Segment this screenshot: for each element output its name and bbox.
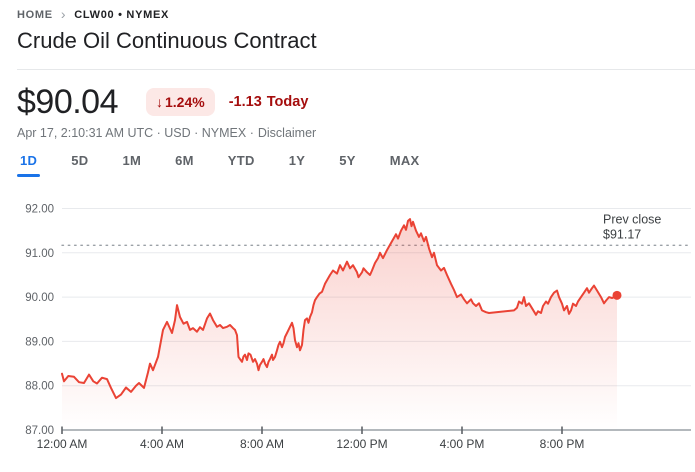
change-percent-badge: ↓ 1.24%: [146, 88, 215, 116]
x-axis-label: 8:00 PM: [540, 437, 585, 451]
x-axis-label: 12:00 AM: [37, 437, 88, 451]
price-line: [61, 218, 618, 400]
price-chart[interactable]: 92.00 91.00 90.00 89.00 88.00 87.00 12:00 AM 4:…: [0, 188, 695, 472]
quote-meta: Apr 17, 2:10:31 AM UTC · USD · NYMEX · D…: [17, 126, 316, 140]
disclaimer-link[interactable]: Disclaimer: [257, 126, 317, 140]
tab-5y[interactable]: 5Y: [336, 150, 359, 177]
x-axis-label: 4:00 AM: [140, 437, 184, 451]
y-axis-label: 91.00: [25, 248, 54, 260]
quote-summary: $90.04 ↓ 1.24% -1.13 Today: [17, 80, 308, 124]
y-axis-label: 87.00: [25, 425, 54, 437]
tab-max[interactable]: MAX: [387, 150, 423, 177]
change-percent: 1.24%: [165, 94, 205, 110]
y-axis-label: 92.00: [25, 204, 54, 216]
change-amount: -1.13 Today: [229, 94, 309, 110]
time-range-tabs: 1D 5D 1M 6M YTD 1Y 5Y MAX: [17, 150, 423, 177]
header-divider: [17, 69, 695, 70]
y-axis-label: 90.00: [25, 292, 54, 304]
x-axis-label: 8:00 AM: [240, 437, 284, 451]
x-axis-label: 12:00 PM: [336, 437, 387, 451]
breadcrumb-symbol: CLW00 • NYMEX: [74, 9, 170, 21]
x-axis-label: 4:00 PM: [440, 437, 485, 451]
current-price: $90.04: [17, 82, 119, 121]
prev-close-value: $91.17: [603, 227, 641, 241]
tab-1m[interactable]: 1M: [119, 150, 144, 177]
y-axis-label: 88.00: [25, 381, 54, 393]
tab-ytd[interactable]: YTD: [225, 150, 258, 177]
change-amount-value: -1.13: [228, 94, 262, 110]
breadcrumb: HOME › CLW00 • NYMEX: [17, 6, 170, 22]
price-area: [62, 219, 617, 430]
page-title: Crude Oil Continuous Contract: [17, 28, 317, 53]
breadcrumb-home-link[interactable]: HOME: [17, 9, 53, 21]
tab-1d[interactable]: 1D: [17, 150, 41, 177]
down-arrow-icon: ↓: [156, 94, 163, 110]
chevron-right-icon: ›: [60, 6, 67, 22]
y-axis-label: 89.00: [25, 336, 54, 348]
change-amount-period: Today: [266, 94, 309, 110]
quote-meta-text: Apr 17, 2:10:31 AM UTC · USD · NYMEX ·: [17, 126, 254, 140]
last-price-dot: [612, 290, 622, 300]
prev-close-label: Prev close: [603, 212, 661, 226]
tab-1y[interactable]: 1Y: [286, 150, 309, 177]
tab-6m[interactable]: 6M: [172, 150, 197, 177]
tab-5d[interactable]: 5D: [68, 150, 91, 177]
